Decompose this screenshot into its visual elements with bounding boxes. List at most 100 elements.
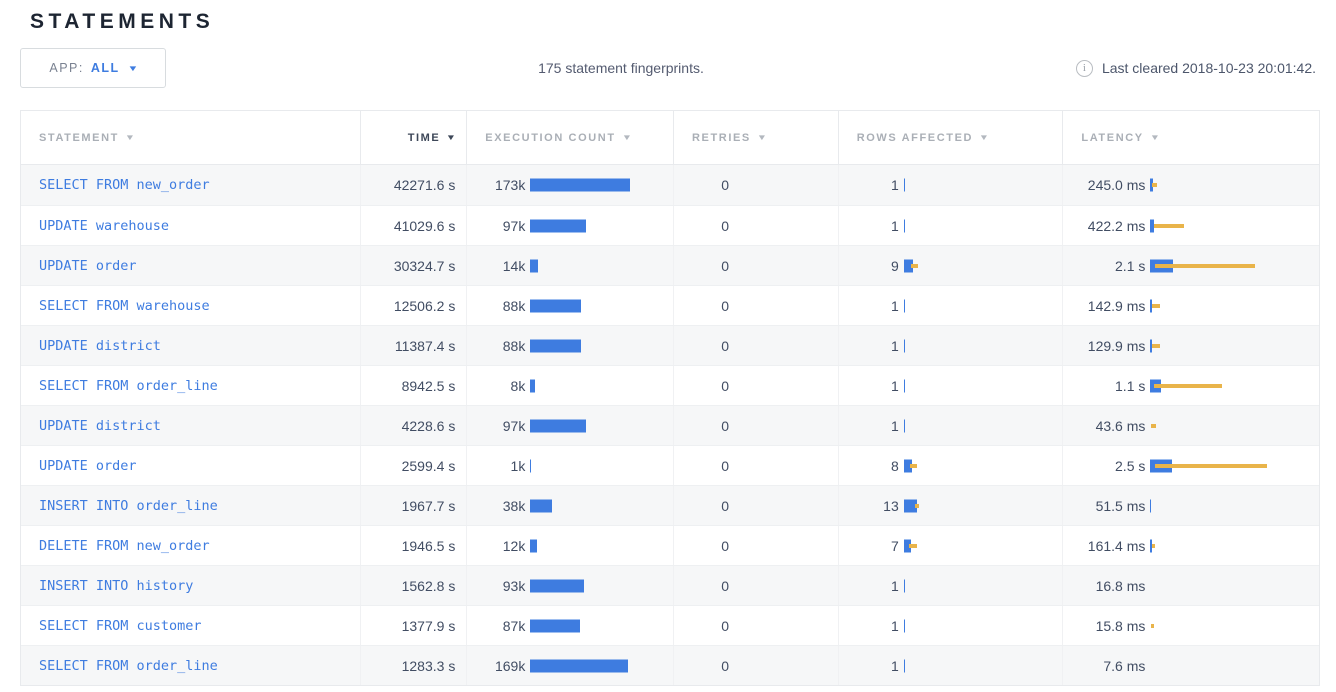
column-header-latency[interactable]: LATENCY ▼ <box>1062 111 1319 164</box>
time-cell: 42271.6 s <box>360 165 466 205</box>
rows-affected-bar-chart <box>903 258 1063 274</box>
statement-link[interactable]: DELETE FROM new_order <box>39 537 210 554</box>
sort-arrow-icon: ▼ <box>756 133 767 142</box>
rows-affected-value: 1 <box>890 617 899 634</box>
execution-count-bar-chart <box>530 658 673 674</box>
execution-count-cell: 169k <box>466 646 673 685</box>
rows-affected-value: 8 <box>890 457 899 474</box>
statement-link[interactable]: INSERT INTO order_line <box>39 497 218 514</box>
retries-value: 0 <box>721 617 729 634</box>
latency-cell: 245.0 ms <box>1062 165 1319 205</box>
statement-link[interactable]: UPDATE order <box>39 457 137 474</box>
rows-affected-mean-bar <box>903 299 905 312</box>
rows-affected-value: 1 <box>890 217 899 234</box>
retries-cell: 0 <box>673 566 838 605</box>
execution-count-cell: 1k <box>466 446 673 485</box>
statement-cell: UPDATE district <box>21 326 360 365</box>
latency-bar-chart <box>1150 658 1319 674</box>
statement-cell: SELECT FROM customer <box>21 606 360 645</box>
column-header-execution-count[interactable]: EXECUTION COUNT ▼ <box>466 111 673 164</box>
info-icon[interactable]: i <box>1075 59 1093 77</box>
rows-affected-cell: 8 <box>837 446 1063 485</box>
time-value: 2599.4 s <box>401 457 456 474</box>
latency-bar-chart <box>1150 338 1319 354</box>
statement-link[interactable]: UPDATE district <box>39 417 161 434</box>
time-value: 8942.5 s <box>401 377 456 394</box>
latency-cell: 15.8 ms <box>1062 606 1319 645</box>
latency-bar-chart <box>1150 498 1319 514</box>
latency-stddev-bar <box>1154 223 1185 228</box>
latency-stddev-bar <box>1151 623 1155 628</box>
sort-arrow-icon: ▼ <box>124 133 136 142</box>
rows-affected-cell: 1 <box>837 165 1063 205</box>
statement-cell: DELETE FROM new_order <box>21 526 360 565</box>
execution-count-cell: 88k <box>466 286 673 325</box>
time-cell: 41029.6 s <box>360 206 466 245</box>
rows-affected-bar-chart <box>903 458 1063 474</box>
statement-link[interactable]: UPDATE order <box>39 257 137 274</box>
execution-count-bar-chart <box>530 218 673 234</box>
statement-link[interactable]: SELECT FROM order_line <box>39 377 218 394</box>
time-value: 30324.7 s <box>393 257 456 274</box>
retries-cell: 0 <box>673 165 838 205</box>
column-header-time[interactable]: TIME ▼ <box>360 111 466 164</box>
statement-link[interactable]: SELECT FROM warehouse <box>39 297 210 314</box>
latency-mean-bar <box>1150 339 1153 352</box>
time-value: 41029.6 s <box>393 217 456 234</box>
statement-link[interactable]: SELECT FROM customer <box>39 617 202 634</box>
column-header-statement[interactable]: STATEMENT ▼ <box>21 111 360 164</box>
execution-count-bar <box>530 299 582 312</box>
latency-stddev-bar <box>1155 263 1256 268</box>
latency-bar-chart <box>1150 177 1319 193</box>
latency-bar-chart <box>1150 378 1319 394</box>
statement-link[interactable]: INSERT INTO history <box>39 577 194 594</box>
time-value: 12506.2 s <box>393 297 456 314</box>
latency-bar-chart <box>1150 218 1319 234</box>
execution-count-bar <box>530 339 582 352</box>
latency-value: 2.5 s <box>1115 457 1146 474</box>
rows-affected-mean-bar <box>903 579 905 592</box>
rows-affected-value: 1 <box>890 417 899 434</box>
execution-count-bar <box>530 219 587 232</box>
execution-count-value: 97k <box>502 217 526 234</box>
table-row: UPDATE district 4228.6 s 97k 0 1 43.6 ms <box>21 405 1319 445</box>
statement-link[interactable]: UPDATE district <box>39 337 161 354</box>
statement-cell: SELECT FROM order_line <box>21 646 360 685</box>
latency-cell: 16.8 ms <box>1062 566 1319 605</box>
rows-affected-stddev-bar <box>910 263 918 268</box>
execution-count-value: 8k <box>510 377 526 394</box>
latency-value: 142.9 ms <box>1087 297 1146 314</box>
execution-count-value: 169k <box>494 657 526 674</box>
statement-link[interactable]: SELECT FROM new_order <box>39 177 210 193</box>
statement-link[interactable]: UPDATE warehouse <box>39 217 170 234</box>
column-header-retries[interactable]: RETRIES ▼ <box>672 111 838 164</box>
time-value: 1562.8 s <box>401 577 456 594</box>
latency-value: 2.1 s <box>1115 257 1146 274</box>
latency-bar-chart <box>1150 538 1319 554</box>
latency-value: 245.0 ms <box>1087 177 1146 193</box>
execution-count-cell: 88k <box>466 326 673 365</box>
rows-affected-bar-chart <box>903 338 1063 354</box>
rows-affected-stddev-bar <box>914 503 919 508</box>
execution-count-bar <box>530 539 538 552</box>
retries-value: 0 <box>721 217 729 234</box>
last-cleared: i Last cleared 2018-10-23 20:01:42. <box>1075 59 1316 77</box>
column-header-label: ROWS AFFECTED <box>856 131 974 144</box>
table-row: UPDATE warehouse 41029.6 s 97k 0 1 422.2… <box>21 205 1319 245</box>
sort-arrow-icon: ▼ <box>1149 133 1160 142</box>
retries-value: 0 <box>721 457 729 474</box>
table-row: UPDATE order 2599.4 s 1k 0 8 2.5 s <box>21 445 1319 485</box>
sort-arrow-icon: ▼ <box>446 133 457 142</box>
time-value: 1377.9 s <box>401 617 456 634</box>
statement-cell: SELECT FROM new_order <box>21 165 360 205</box>
column-header-label: EXECUTION COUNT <box>485 131 616 144</box>
statement-link[interactable]: SELECT FROM order_line <box>39 657 218 674</box>
rows-affected-cell: 1 <box>837 566 1063 605</box>
time-cell: 30324.7 s <box>360 246 466 285</box>
column-header-rows-affected[interactable]: ROWS AFFECTED ▼ <box>837 111 1063 164</box>
rows-affected-cell: 1 <box>837 206 1063 245</box>
app-filter-dropdown[interactable]: APP: ALL ▼ <box>20 48 166 88</box>
rows-affected-stddev-bar <box>908 543 917 548</box>
retries-cell: 0 <box>673 486 838 525</box>
latency-stddev-bar <box>1155 463 1268 468</box>
